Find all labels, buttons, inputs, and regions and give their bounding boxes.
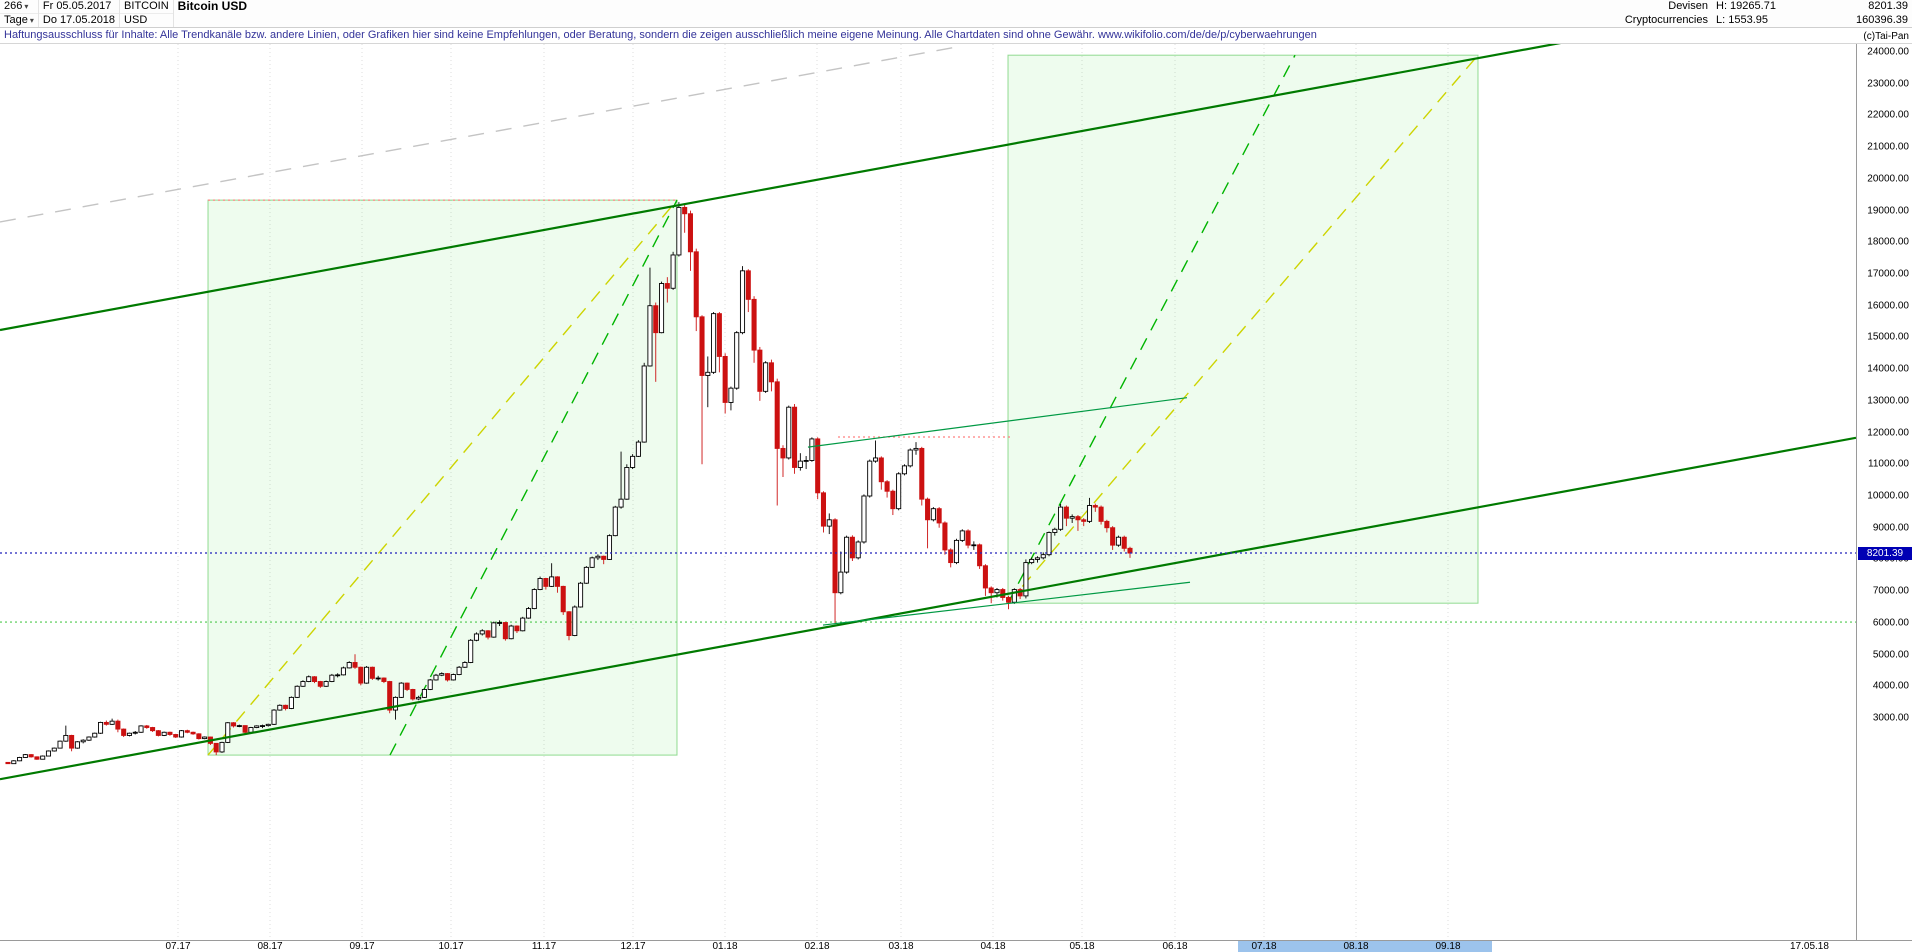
projection-diagonal-2018-yellow (1007, 54, 1479, 604)
chart-header: 266 ▾ Tage ▾ Fr 05.05.2017 Do 17.05.2018… (0, 0, 1912, 28)
x-axis-label: 07.17 (165, 941, 191, 952)
x-axis-label: 09.17 (349, 941, 375, 952)
future-highlight-strip (1238, 941, 1492, 952)
x-axis-label: 11.17 (531, 941, 557, 952)
channel-upper-line (0, 44, 1562, 332)
x-axis-label: 01.18 (712, 941, 738, 952)
x-axis-label: 08.18 (1343, 941, 1369, 952)
x-axis-label: 08.17 (257, 941, 283, 952)
x-axis-label: 10.17 (438, 941, 464, 952)
current-price-tag: 8201.39 (1858, 546, 1912, 560)
subcategory-label: Cryptocurrencies (1624, 13, 1708, 26)
resistance-trendline (807, 397, 1188, 448)
period-dropdown[interactable]: Tage ▾ (0, 14, 38, 27)
date-to-field[interactable]: Do 17.05.2018 (42, 14, 116, 26)
total-volume-value: 160396.39 (1856, 13, 1908, 26)
y-axis-label: 6000.00 (1872, 617, 1909, 629)
x-axis-label: 09.18 (1435, 941, 1461, 952)
chevron-down-icon: ▾ (24, 2, 29, 11)
support-resistance-levels (0, 199, 1856, 623)
symbol-field[interactable]: BITCOIN (120, 0, 173, 14)
price-chart-svg[interactable] (0, 44, 1856, 940)
projection-zones (207, 54, 1479, 756)
y-axis-label: 24000.00 (1867, 46, 1909, 58)
bars-count-dropdown[interactable]: 266 ▾ (0, 0, 38, 14)
y-axis-label: 7000.00 (1872, 585, 1909, 597)
chevron-down-icon: ▾ (29, 16, 34, 25)
y-axis-label: 17000.00 (1867, 268, 1909, 280)
copyright-label: (c)Tai-Pan (1863, 31, 1909, 42)
price-axis[interactable]: 24000.00 23000.00 22000.00 21000.00 20000.00… (1856, 44, 1912, 940)
end-date-label: 17.05.18 (1790, 941, 1829, 952)
y-axis-label: 5000.00 (1872, 649, 1909, 661)
y-axis-label: 9000.00 (1872, 522, 1909, 534)
y-axis-label: 23000.00 (1867, 78, 1909, 90)
x-axis-label: 04.18 (980, 941, 1006, 952)
y-axis-label: 15000.00 (1867, 331, 1909, 343)
y-axis-label: 22000.00 (1867, 109, 1909, 121)
old-gray-trendline (0, 46, 956, 223)
x-axis-label: 12.17 (620, 941, 646, 952)
chart-area[interactable] (0, 44, 1856, 940)
projection-diagonal-2018-green (1007, 54, 1296, 604)
projection-lines (0, 46, 1479, 756)
y-axis-label: 11000.00 (1868, 458, 1909, 470)
support-trendline (822, 581, 1191, 626)
y-axis-label: 16000.00 (1867, 300, 1909, 312)
period-high-label: H: 19265.71 (1716, 0, 1776, 13)
category-label: Devisen (1668, 0, 1708, 13)
x-axis-label: 06.18 (1162, 941, 1188, 952)
trend-channel (0, 44, 1856, 781)
y-axis-label: 18000.00 (1867, 236, 1909, 248)
channel-lower-line (0, 436, 1856, 781)
y-axis-label: 3000.00 (1872, 712, 1909, 724)
disclaimer-text: Haftungsausschluss für Inhalte: Alle Tre… (4, 29, 1317, 41)
date-from-field[interactable]: Fr 05.05.2017 (38, 0, 120, 14)
period-value: Tage (4, 14, 28, 26)
y-axis-label: 4000.00 (1872, 680, 1909, 692)
disclaimer-bar: Haftungsausschluss für Inhalte: Alle Tre… (0, 28, 1912, 44)
x-axis-label: 02.18 (804, 941, 830, 952)
time-axis[interactable]: 07.17 08.17 09.17 10.17 11.17 12.17 01.18 02.18… (0, 940, 1912, 952)
y-axis-label: 14000.00 (1867, 363, 1909, 375)
projection-diagonal-2017-green (389, 199, 678, 756)
chart-title: Bitcoin USD (177, 0, 248, 14)
last-price-value: 8201.39 (1868, 0, 1908, 13)
y-axis-label: 13000.00 (1867, 395, 1909, 407)
currency-label: USD (124, 14, 148, 26)
x-axis-label: 07.18 (1251, 941, 1277, 952)
y-axis-label: 19000.00 (1867, 205, 1909, 217)
projection-diagonal-2017-yellow (207, 199, 678, 756)
x-axis-label: 05.18 (1069, 941, 1095, 952)
candles (5, 202, 1133, 765)
y-axis-label: 12000.00 (1867, 427, 1909, 439)
y-axis-label: 21000.00 (1867, 141, 1909, 153)
period-low-label: L: 1553.95 (1716, 13, 1768, 26)
x-axis-label: 03.18 (888, 941, 914, 952)
y-axis-label: 10000.00 (1867, 490, 1909, 502)
y-axis-label: 20000.00 (1867, 173, 1909, 185)
bars-count-value: 266 (4, 0, 23, 12)
